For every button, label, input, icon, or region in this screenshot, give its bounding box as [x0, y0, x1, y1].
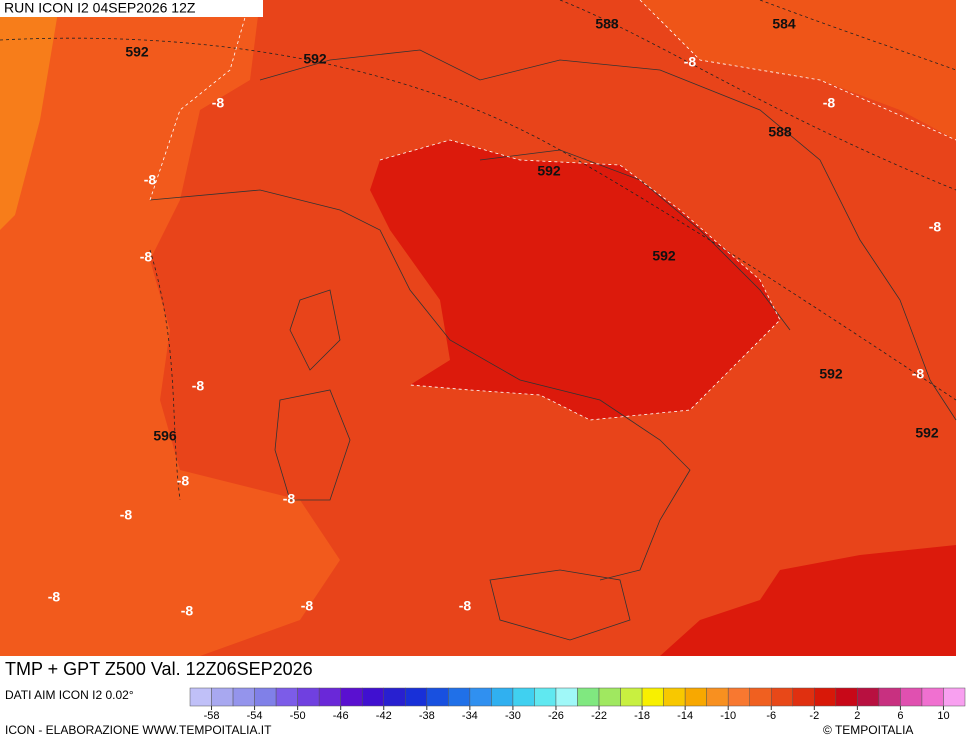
coastlines	[149, 49, 957, 641]
colorbar-swatch	[469, 687, 492, 707]
data-source: DATI AIM ICON I2 0.02°	[5, 688, 134, 702]
contour-label: 592	[915, 425, 939, 441]
colorbar-swatch	[340, 687, 363, 707]
colorbar-swatch	[555, 687, 578, 707]
contour-label: -8	[192, 378, 205, 394]
contour-label: -8	[929, 219, 942, 235]
contour-label: -8	[684, 54, 697, 70]
contour-label: -8	[212, 95, 225, 111]
colorbar-tick-label: -18	[634, 710, 650, 722]
warm-zone-corner	[0, 0, 60, 230]
colorbar-swatch	[254, 687, 277, 707]
contour-label: -8	[140, 249, 153, 265]
warm-zone-west	[0, 0, 340, 656]
colorbar-tick-label: -38	[419, 710, 435, 722]
colorbar-swatch	[900, 687, 923, 707]
contour-label: 584	[772, 16, 796, 32]
colorbar-swatch	[426, 687, 449, 707]
colorbar-swatch	[921, 687, 944, 707]
colorbar-swatch	[943, 687, 966, 707]
colorbar-swatch	[297, 687, 320, 707]
colorbar-swatch	[361, 687, 385, 707]
contour-label: 588	[595, 16, 619, 32]
colorbar-swatch	[684, 687, 707, 707]
colorbar-swatch	[405, 687, 428, 707]
run-label: RUN ICON I2 04SEP2026 12Z	[4, 0, 196, 16]
contour-label: 592	[652, 248, 676, 264]
colorbar-swatch	[512, 687, 535, 707]
title-box	[0, 656, 413, 684]
contour-label: -8	[144, 172, 157, 188]
colorbar-swatch	[878, 687, 901, 707]
footer-title: TMP + GPT Z500 Val. 12Z06SEP2026	[5, 659, 313, 679]
colorbar-swatch	[448, 687, 471, 707]
contour-label: -8	[823, 95, 836, 111]
contour-label: 592	[537, 163, 561, 179]
colorbar-swatch	[620, 687, 643, 707]
contour-label: -8	[459, 598, 472, 614]
colorbar-tick-label: -46	[333, 710, 349, 722]
colorbar-swatch	[577, 687, 600, 707]
map-labels: 592 592 588 584 -8 -8 -8 588 592 -8 -8 -8 592 592 -8 -8…	[48, 16, 942, 619]
colorbar-swatch	[771, 687, 794, 707]
temperature-contours	[149, 0, 957, 421]
colorbar-swatch	[318, 687, 341, 707]
contour-label: 596	[153, 428, 177, 444]
logo: © TEMPOITALIA	[823, 723, 913, 737]
colorbar-swatch	[749, 687, 772, 707]
colorbar-tick-label: -6	[766, 710, 776, 722]
contour-label: 592	[303, 51, 327, 67]
zone-northeast	[640, 0, 956, 140]
colorbar-swatch	[663, 687, 686, 707]
colorbar: -58 -54 -50 -46 -42 -38 -34 -30 -26 -22 -18 -14 -10-…	[189, 687, 966, 722]
colorbar-tick-label: 2	[854, 710, 860, 722]
contour-label: 592	[125, 44, 149, 60]
credit: ICON - ELABORAZIONE WWW.TEMPOITALIA.IT	[5, 723, 272, 737]
colorbar-swatch	[232, 687, 255, 707]
hot-southeast	[660, 545, 956, 656]
colorbar-swatch	[857, 687, 880, 707]
hot-core	[370, 140, 780, 420]
contour-label: -8	[48, 589, 61, 605]
contour-label: -8	[177, 473, 190, 489]
map	[0, 0, 957, 656]
colorbar-tick-label: -58	[204, 710, 220, 722]
colorbar-swatch	[534, 687, 557, 707]
colorbar-tick-label: 6	[897, 710, 903, 722]
contour-label: 592	[819, 366, 843, 382]
colorbar-tick-label: -42	[376, 710, 392, 722]
contour-label: -8	[283, 491, 296, 507]
colorbar-tick-label: -54	[247, 710, 263, 722]
contour-label: -8	[120, 507, 133, 523]
colorbar-swatch	[792, 687, 815, 707]
colorbar-tick-label: -10	[720, 710, 736, 722]
colorbar-swatch	[491, 687, 514, 707]
colorbar-swatch	[641, 687, 664, 707]
colorbar-swatch	[275, 687, 298, 707]
contour-label: -8	[301, 598, 314, 614]
colorbar-tick-label: -14	[677, 710, 693, 722]
contour-label: 588	[768, 124, 792, 140]
colorbar-swatch	[189, 687, 212, 707]
colorbar-swatch	[598, 687, 621, 707]
colorbar-swatch	[727, 687, 750, 707]
colorbar-swatch	[814, 687, 837, 707]
colorbar-tick-label: 10	[937, 710, 949, 722]
contour-label: -8	[912, 366, 925, 382]
colorbar-tick-label: -34	[462, 710, 478, 722]
colorbar-tick-label: -50	[290, 710, 306, 722]
colorbar-swatch	[211, 687, 234, 707]
contour-label: -8	[181, 603, 194, 619]
colorbar-swatch	[835, 687, 858, 707]
colorbar-tick-label: -30	[505, 710, 521, 722]
run-box	[0, 0, 263, 17]
colorbar-tick-label: -26	[548, 710, 564, 722]
colorbar-swatch	[383, 687, 406, 707]
colorbar-tick-label: -2	[809, 710, 819, 722]
colorbar-swatch	[706, 687, 729, 707]
geopotential-contours	[0, 0, 957, 501]
colorbar-tick-label: -22	[591, 710, 607, 722]
